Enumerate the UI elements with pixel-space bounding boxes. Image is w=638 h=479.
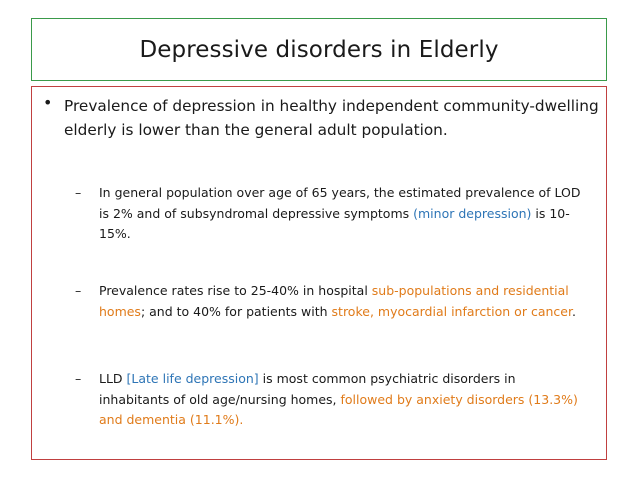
dash-2: –	[75, 283, 82, 298]
highlight-sub-populations: sub-populations and residential homes	[99, 283, 569, 319]
highlight-anxiety-dementia: followed by anxiety disorders (13.3%) an…	[99, 391, 578, 428]
slide-title: Depressive disorders in Elderly	[139, 36, 499, 63]
highlight-minor-depression: (minor depression)	[413, 205, 532, 221]
highlight-stroke: stroke, myocardial infarction or cancer	[331, 303, 572, 319]
main-bullet-text: Prevalence of depression in healthy inde…	[64, 97, 599, 139]
highlight-late-life-depression: [Late life depression]	[126, 371, 259, 386]
content-box: • Prevalence of depression in healthy in…	[31, 86, 607, 460]
sub-bullet-2-text: Prevalence rates rise to 25-40% in hospi…	[99, 283, 576, 319]
bullet-dot: •	[43, 93, 53, 112]
dash-1: –	[75, 185, 82, 200]
dash-3: –	[75, 371, 82, 386]
sub-bullet-1-text: In general population over age of 65 yea…	[99, 185, 581, 241]
title-box: Depressive disorders in Elderly	[31, 18, 607, 81]
sub-bullet-3-text: LLD [Late life depression] is most commo…	[99, 371, 578, 428]
